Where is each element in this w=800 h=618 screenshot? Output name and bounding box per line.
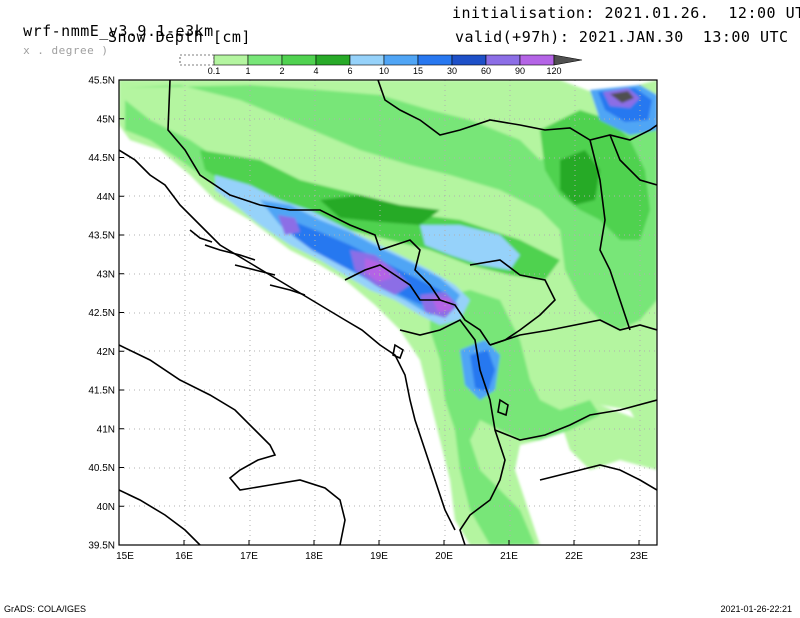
lake-skadar (392, 343, 404, 360)
lon-label: 15E (116, 551, 134, 562)
lon-label: 17E (240, 551, 258, 562)
albania-border (399, 318, 506, 545)
lat-label: 40.5N (88, 463, 115, 474)
bulgaria-border (589, 139, 631, 331)
lat-label: 43N (97, 269, 115, 280)
valid-time: valid(+97h): 2021.JAN.30 13:00 UTC (455, 28, 789, 46)
croatia-border (167, 80, 381, 251)
lat-label: 42N (97, 347, 115, 358)
lon-label: 18E (305, 551, 323, 562)
lat-label: 41.5N (88, 386, 115, 397)
colorbar-label: 0.1 (208, 66, 221, 76)
snow-region-grey-ne (610, 91, 634, 103)
lake-ohrid (497, 398, 509, 417)
lat-label: 42.5N (88, 308, 115, 319)
colorbar-label: 60 (481, 66, 491, 76)
coastlines-borders (119, 80, 657, 545)
island-4 (189, 229, 213, 243)
island-1 (204, 244, 256, 261)
island-3 (269, 284, 306, 296)
colorbar-label: 120 (546, 66, 561, 76)
romania-border (609, 134, 657, 186)
colorbar-swatch (451, 54, 487, 66)
lat-label: 45N (97, 114, 115, 125)
colorbar-swatch (281, 54, 317, 66)
snow-region-green (125, 85, 657, 330)
lon-label: 16E (175, 551, 193, 562)
colorbar-swatch (349, 54, 385, 66)
adriatic-coast-east (119, 149, 456, 531)
colorbar-swatch (485, 54, 521, 66)
italy-heel (119, 489, 201, 545)
projection-note: x . degree ) (23, 44, 109, 57)
colorbar-swatch-max (553, 54, 583, 66)
colorbar-swatch (213, 54, 249, 66)
lon-label: 19E (370, 551, 388, 562)
serbia-border (377, 80, 657, 141)
colorbar-label: 15 (413, 66, 423, 76)
model-title: wrf-nmmE_v3.9.1-e3km x . degree ) (4, 4, 214, 58)
lon-label: 22E (565, 551, 583, 562)
lat-label: 39.5N (88, 541, 115, 552)
colorbar-swatch (519, 54, 555, 66)
snow-region-magenta (365, 258, 392, 282)
snow-region-purple-3 (278, 215, 300, 235)
lat-label: 40N (97, 502, 115, 513)
snow-region-blue-dark-s (470, 350, 495, 392)
colorbar-label: 10 (379, 66, 389, 76)
colorbar: 0.1 1 2 4 6 10 15 30 60 90 120 (179, 54, 583, 76)
colorbar-label: 90 (515, 66, 525, 76)
macedonia-border (489, 319, 657, 346)
colorbar-swatch (247, 54, 283, 66)
italy-coast (119, 344, 346, 545)
colorbar-swatch (315, 54, 351, 66)
colorbar-label: 30 (447, 66, 457, 76)
colorbar-label: 4 (313, 66, 318, 76)
lat-label: 44.5N (88, 153, 115, 164)
kosovo-border (469, 259, 556, 346)
colorbar-label: 6 (347, 66, 352, 76)
colorbar-swatch (179, 54, 215, 66)
lat-label: 41N (97, 424, 115, 435)
greece-border (494, 399, 657, 441)
lat-label: 45.5N (88, 76, 115, 87)
greece-coast (539, 464, 657, 491)
colorbar-label: 2 (279, 66, 284, 76)
lat-label: 43.5N (88, 231, 115, 242)
timestamp: 2021-01-26-22:21 (720, 604, 792, 614)
grads-credit: GrADS: COLA/IGES (4, 604, 87, 614)
bosnia-border (379, 239, 441, 301)
lon-label: 21E (500, 551, 518, 562)
snow-region-green-dark-3 (560, 150, 600, 205)
variable-title: Snow Depth [cm] (108, 28, 251, 46)
snow-depth-field (119, 80, 657, 545)
colorbar-label: 1 (245, 66, 250, 76)
snow-region-blue-light-2 (420, 225, 520, 270)
colorbar-swatch (383, 54, 419, 66)
island-2 (234, 264, 276, 276)
montenegro-border (344, 264, 491, 346)
model-name: wrf-nmmE_v3.9.1-e3km (23, 22, 214, 40)
initialisation-time: initialisation: 2021.01.26. 12:00 UTC (452, 4, 800, 22)
lon-label: 20E (435, 551, 453, 562)
colorbar-swatch (417, 54, 453, 66)
lat-label: 44N (97, 192, 115, 203)
axis-ticks: 45.5N 45N 44.5N 44N 43.5N 43N 42.5N 42N 41.5N 41N… (88, 76, 648, 563)
lon-label: 23E (630, 551, 648, 562)
